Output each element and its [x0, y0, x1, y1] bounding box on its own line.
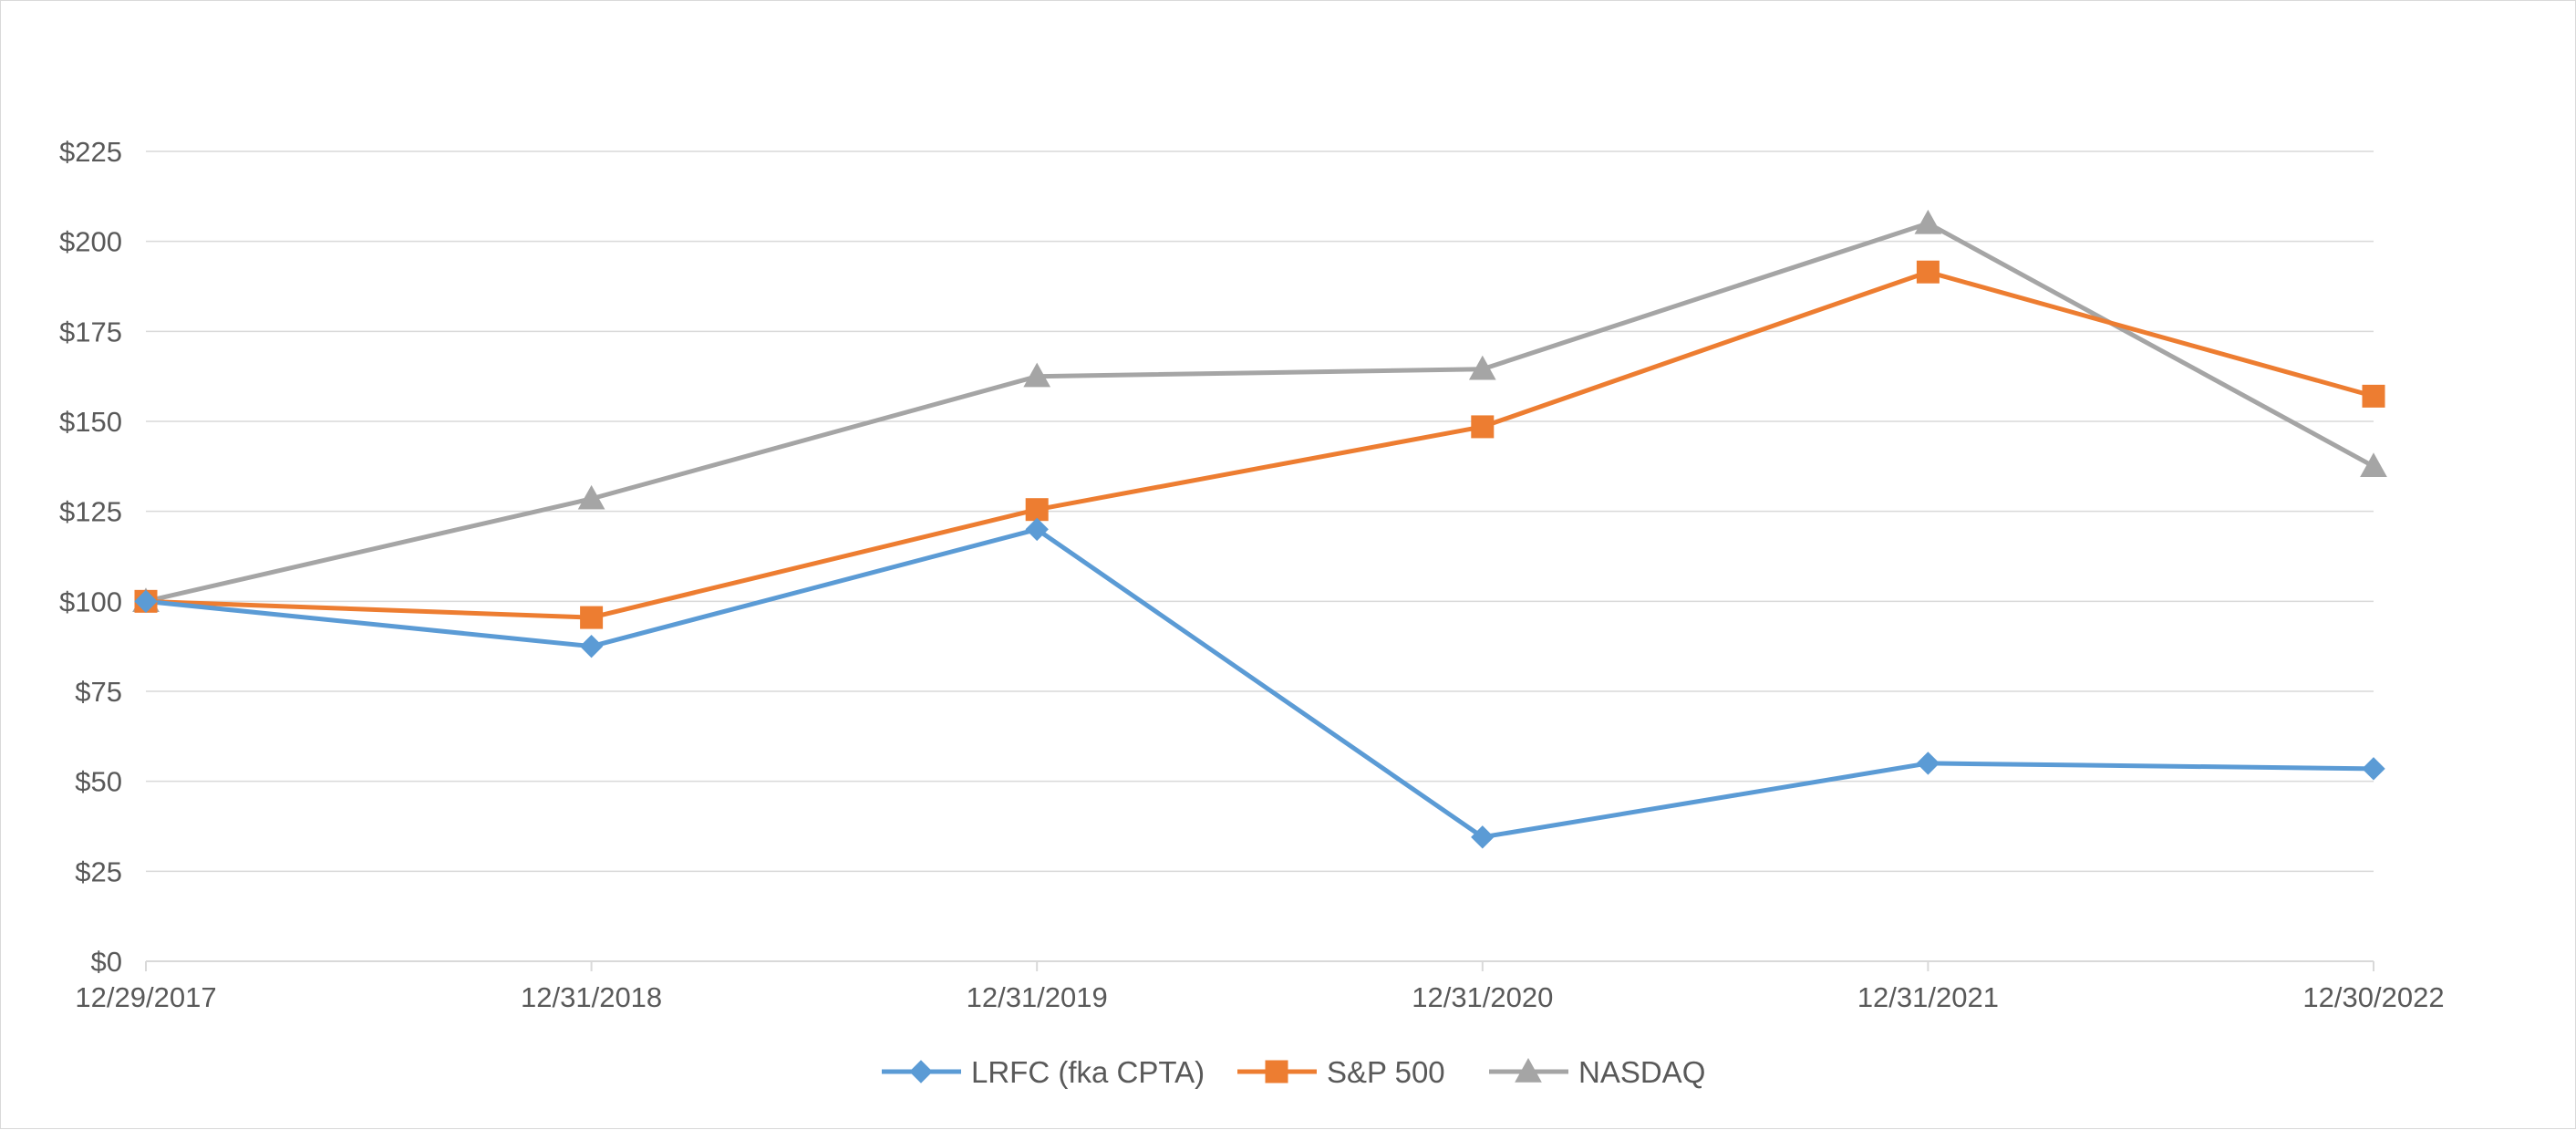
x-tick-label: 12/29/2017: [75, 981, 216, 1013]
legend-item: S&P 500: [1237, 1055, 1445, 1089]
y-tick-label: $25: [75, 855, 122, 887]
series-line-2: [143, 221, 2376, 604]
data-point-marker: [579, 634, 604, 658]
gridlines: [146, 150, 2374, 873]
data-point-marker: [1468, 355, 1496, 380]
data-point-marker: [2362, 384, 2385, 408]
y-tick-label: $225: [59, 136, 122, 168]
data-point-marker: [1916, 260, 1940, 284]
y-tick-label: $150: [59, 406, 122, 438]
x-tick-label: 12/31/2021: [1857, 981, 1999, 1013]
x-tick-label: 12/31/2019: [967, 981, 1108, 1013]
legend-marker: [1265, 1060, 1288, 1083]
data-point-marker: [1023, 362, 1051, 388]
legend-item: LRFC (fka CPTA): [882, 1055, 1205, 1089]
series-lines: [143, 221, 2376, 840]
y-axis-tick-labels: $0 $25 $50 $75 $100 $125 $150 $175 $200 $225: [59, 136, 122, 978]
data-point-marker: [577, 484, 605, 510]
data-point-marker: [2362, 757, 2385, 781]
y-tick-label: $75: [75, 676, 122, 708]
legend-item: NASDAQ: [1489, 1055, 1705, 1089]
data-point-marker: [1025, 498, 1049, 522]
legend-marker: [909, 1060, 933, 1083]
x-tick-label: 12/31/2020: [1412, 981, 1553, 1013]
data-point-marker: [1025, 517, 1049, 542]
legend: LRFC (fka CPTA) S&P 500 NASDAQ: [882, 1055, 1705, 1089]
y-tick-label: $0: [91, 946, 122, 978]
y-tick-label: $100: [59, 586, 122, 617]
legend-label: LRFC (fka CPTA): [971, 1055, 1205, 1089]
axes: [145, 960, 2374, 971]
data-point-marker: [134, 589, 158, 614]
series-markers: [132, 209, 2387, 849]
x-tick-label: 12/30/2022: [2302, 981, 2444, 1013]
legend-label: S&P 500: [1327, 1055, 1445, 1089]
series-line-1: [143, 269, 2376, 620]
data-point-marker: [1471, 415, 1495, 439]
data-point-marker: [1916, 752, 1940, 775]
x-tick-label: 12/31/2018: [521, 981, 662, 1013]
legend-marker: [1515, 1057, 1542, 1083]
y-tick-label: $200: [59, 226, 122, 258]
data-point-marker: [580, 606, 604, 629]
series-line-0: [143, 526, 2376, 840]
x-axis-tick-labels: 12/29/2017 12/31/2018 12/31/2019 12/31/2020…: [75, 981, 2444, 1013]
legend-label: NASDAQ: [1578, 1055, 1705, 1089]
data-point-marker: [1914, 209, 1942, 234]
data-point-marker: [1471, 825, 1495, 849]
y-tick-label: $125: [59, 496, 122, 528]
data-point-marker: [2360, 452, 2387, 478]
y-tick-label: $175: [59, 316, 122, 347]
y-tick-label: $50: [75, 766, 122, 798]
